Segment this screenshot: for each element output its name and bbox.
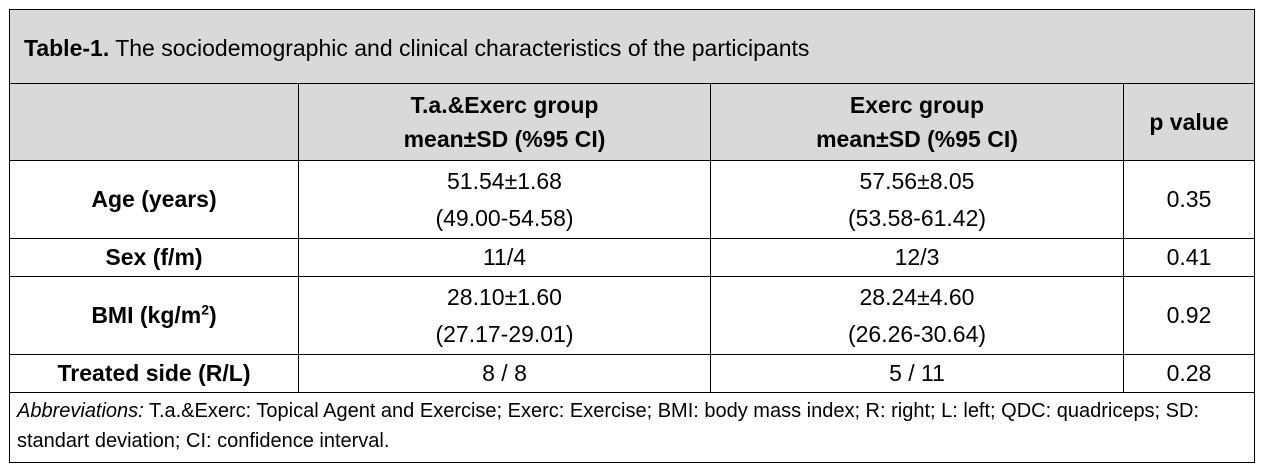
table-row-age: Age (years) 51.54±1.68 (49.00-54.58) 57.…: [9, 160, 1255, 239]
cell-age-exercise-mean: 57.56±8.05: [859, 167, 975, 194]
cell-age-treatment: 51.54±1.68 (49.00-54.58): [298, 160, 711, 239]
cell-age-exercise: 57.56±8.05 (53.58-61.42): [710, 160, 1124, 239]
cell-bmi-exercise-mean: 28.24±4.60: [859, 283, 975, 310]
cell-age-p: 0.35: [1123, 160, 1255, 239]
header-exercise-group-stat: mean±SD (%95 CI): [816, 126, 1018, 152]
cell-sex-treatment: 11/4: [298, 238, 711, 277]
cell-bmi-p: 0.92: [1123, 276, 1255, 355]
cell-sex-exercise: 12/3: [710, 238, 1124, 277]
header-empty-cell: [9, 83, 299, 161]
footnote-row: Abbreviations: T.a.&Exerc: Topical Agent…: [9, 392, 1255, 463]
characteristics-table-container: Table-1. The sociodemographic and clinic…: [9, 9, 1255, 463]
header-treatment-group-name: T.a.&Exerc group: [410, 92, 599, 118]
cell-bmi-treatment: 28.10±1.60 (27.17-29.01): [298, 276, 711, 355]
cell-age-exercise-ci: (53.58-61.42): [847, 204, 987, 231]
cell-age-treatment-mean: 51.54±1.68: [447, 167, 562, 194]
table-title-label: Table-1.: [24, 35, 110, 61]
table-title-text: The sociodemographic and clinical charac…: [109, 35, 810, 61]
cell-side-treatment: 8 / 8: [298, 354, 711, 393]
cell-age-treatment-ci: (49.00-54.58): [435, 204, 574, 231]
table-row-bmi: BMI (kg/m2) 28.10±1.60 (27.17-29.01) 28.…: [9, 276, 1255, 355]
table-row-sex: Sex (f/m) 11/4 12/3 0.41: [9, 238, 1255, 277]
title-row: Table-1. The sociodemographic and clinic…: [9, 9, 1255, 84]
characteristics-table: Table-1. The sociodemographic and clinic…: [9, 9, 1255, 463]
cell-side-p: 0.28: [1123, 354, 1255, 393]
cell-bmi-exercise-ci: (26.26-30.64): [847, 320, 987, 347]
header-p-value: p value: [1123, 83, 1255, 161]
row-label-bmi-end: ): [209, 302, 217, 328]
header-exercise-group-name: Exerc group: [849, 92, 985, 118]
table-row-treated-side: Treated side (R/L) 8 / 8 5 / 11 0.28: [9, 354, 1255, 393]
footnote-text: T.a.&Exerc: Topical Agent and Exercise; …: [17, 400, 1200, 452]
header-row: T.a.&Exerc group mean±SD (%95 CI) Exerc …: [9, 83, 1255, 161]
row-label-bmi-main: BMI (kg/m: [91, 302, 202, 328]
cell-bmi-treatment-ci: (27.17-29.01): [435, 320, 574, 347]
row-label-sex: Sex (f/m): [9, 238, 299, 277]
table-title: Table-1. The sociodemographic and clinic…: [9, 9, 1255, 84]
cell-bmi-exercise: 28.24±4.60 (26.26-30.64): [710, 276, 1124, 355]
row-label-bmi: BMI (kg/m2): [9, 276, 299, 355]
cell-bmi-treatment-mean: 28.10±1.60: [447, 283, 562, 310]
table-footnote: Abbreviations: T.a.&Exerc: Topical Agent…: [9, 392, 1255, 463]
footnote-label: Abbreviations:: [17, 400, 144, 422]
cell-side-exercise: 5 / 11: [710, 354, 1124, 393]
header-treatment-group-stat: mean±SD (%95 CI): [403, 126, 606, 152]
header-treatment-group: T.a.&Exerc group mean±SD (%95 CI): [298, 83, 711, 161]
cell-sex-p: 0.41: [1123, 238, 1255, 277]
header-exercise-group: Exerc group mean±SD (%95 CI): [710, 83, 1124, 161]
row-label-treated-side: Treated side (R/L): [9, 354, 299, 393]
row-label-bmi-sup: 2: [201, 301, 209, 318]
row-label-age: Age (years): [9, 160, 299, 239]
